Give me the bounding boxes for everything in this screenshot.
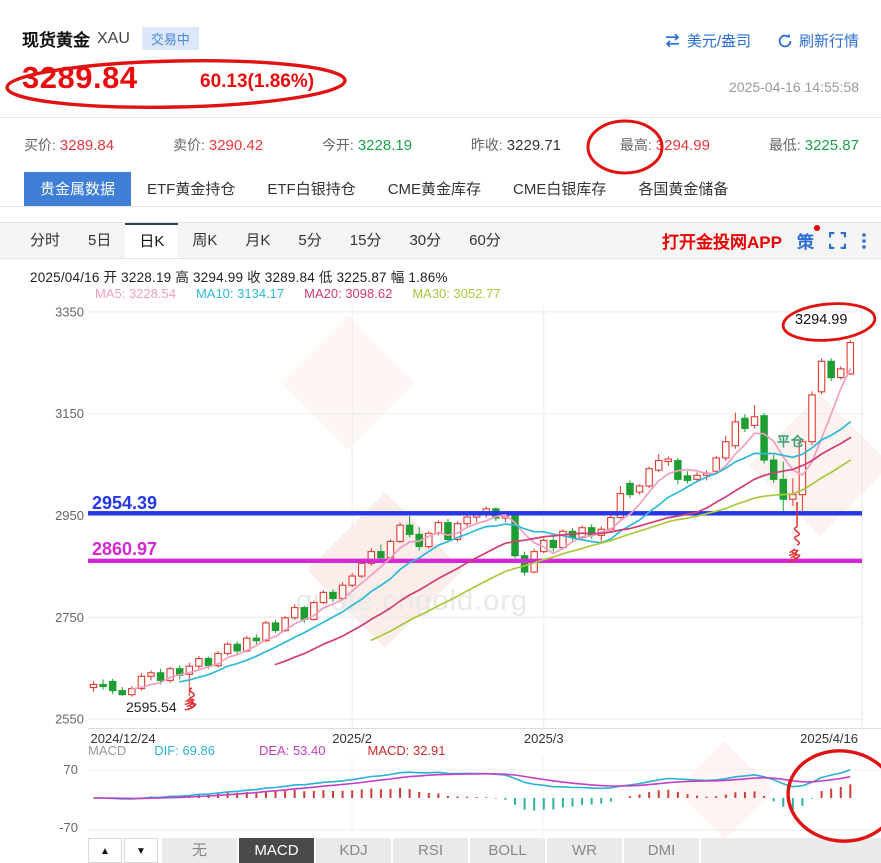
stat-prev-close: 昨收: 3229.71 — [470, 137, 562, 154]
data-nav-tabs: 贵金属数据 ETF黄金持仓 ETF白银持仓 CME黄金库存 CME白银库存 各国… — [0, 172, 881, 207]
stat-low: 最低: 3225.87 — [768, 137, 859, 154]
stat-bid: 买价: 3289.84 — [24, 137, 115, 154]
divider — [0, 117, 881, 118]
indicator-tab-none[interactable]: 无 — [162, 838, 237, 863]
svg-text:3350: 3350 — [55, 304, 84, 319]
stat-ask: 卖价: 3290.42 — [172, 137, 264, 154]
close-position-marker: 平仓 — [777, 434, 806, 449]
svg-text:2550: 2550 — [55, 712, 84, 727]
support-line-label: 2954.39 — [92, 493, 158, 513]
tab-cme-silver[interactable]: CME白银库存 — [513, 181, 607, 198]
pane-expand-button[interactable]: ▲ — [88, 838, 122, 863]
symbol-code: XAU — [97, 29, 130, 47]
dea-value: DEA: 53.40 — [258, 743, 326, 758]
indicator-tab-boll[interactable]: BOLL — [470, 838, 545, 863]
indicator-bar-filler — [701, 838, 881, 863]
pane-collapse-button[interactable]: ▼ — [124, 838, 158, 863]
tab-cme-gold[interactable]: CME黄金库存 — [387, 181, 482, 198]
indicator-tab-rsi[interactable]: RSI — [393, 838, 468, 863]
page-title: 现货黄金 — [22, 31, 90, 50]
indicator-bar: ▲ ▼ 无 MACD KDJ RSI BOLL WR DMI — [0, 838, 881, 863]
indicator-tab-wr[interactable]: WR — [547, 838, 622, 863]
swap-arrows-icon — [665, 33, 680, 48]
ma10-legend: MA10: 3134.17 — [195, 286, 285, 301]
more-menu-icon[interactable] — [861, 232, 867, 250]
indicator-tab-kdj[interactable]: KDJ — [316, 838, 391, 863]
watermark-text: quote.cngold.org — [296, 585, 529, 617]
max-price-label: 3294.99 — [795, 312, 848, 328]
tab-etf-silver[interactable]: ETF白银持仓 — [267, 181, 356, 198]
svg-text:2025/3: 2025/3 — [524, 731, 564, 746]
ma5-legend: MA5: 3228.54 — [95, 286, 176, 301]
macd-legend: MACD DIF: 69.86 DEA: 53.40 MACD: 32.91 — [88, 743, 474, 758]
period-tab-5day[interactable]: 5日 — [88, 232, 112, 249]
svg-text:3150: 3150 — [55, 406, 84, 421]
notification-dot — [814, 225, 820, 231]
indicator-tab-dmi[interactable]: DMI — [624, 838, 699, 863]
chart-period-toolbar: 分时 5日 日K 周K 月K 5分 15分 30分 60分 打开金投网APP 策 — [0, 222, 881, 259]
support-line2-label: 2860.97 — [92, 539, 158, 559]
ohlc-readout: 2025/04/16 开 3228.19 高 3294.99 收 3289.84… — [30, 270, 448, 285]
macd-value: MACD: 32.91 — [367, 743, 446, 758]
currency-unit-label: 美元/盎司 — [686, 33, 751, 50]
period-tab-timeline[interactable]: 分时 — [30, 232, 61, 249]
svg-text:2025/4/16: 2025/4/16 — [800, 731, 858, 746]
period-tab-15min[interactable]: 15分 — [349, 232, 382, 249]
indicator-tab-macd[interactable]: MACD — [239, 838, 314, 863]
quote-timestamp: 2025-04-16 14:55:58 — [729, 79, 859, 95]
tab-precious-metal-data[interactable]: 贵金属数据 — [24, 172, 132, 206]
strategy-badge[interactable]: 策 — [797, 225, 820, 253]
tab-national-reserves[interactable]: 各国黄金储备 — [638, 181, 729, 198]
refresh-label: 刷新行情 — [798, 33, 859, 50]
period-tab-daily[interactable]: 日K — [125, 223, 179, 258]
currency-unit-toggle[interactable]: 美元/盎司 — [664, 30, 751, 51]
fullscreen-icon[interactable] — [829, 232, 846, 249]
period-tab-30min[interactable]: 30分 — [409, 232, 442, 249]
period-tab-weekly[interactable]: 周K — [192, 232, 218, 249]
svg-text:2025/2: 2025/2 — [332, 731, 372, 746]
ma-legend: MA5: 3228.54 MA10: 3134.17 MA20: 3098.62… — [95, 286, 501, 301]
dif-value: DIF: 69.86 — [154, 743, 215, 758]
long-signal-marker: 多 — [788, 548, 802, 563]
stat-open: 今开: 3228.19 — [321, 137, 413, 154]
period-tab-monthly[interactable]: 月K — [245, 232, 271, 249]
open-app-link[interactable]: 打开金投网APP — [662, 233, 782, 252]
macd-axis-top: 70 — [63, 762, 78, 777]
ma30-legend: MA30: 3052.77 — [412, 286, 501, 301]
period-tab-60min[interactable]: 60分 — [469, 232, 501, 249]
ma20-legend: MA20: 3098.62 — [304, 286, 393, 301]
period-tab-5min[interactable]: 5分 — [298, 232, 322, 249]
svg-text:2950: 2950 — [55, 508, 84, 523]
long-signal-marker: 多 — [184, 697, 198, 712]
refresh-icon — [778, 33, 792, 47]
macd-axis-bottom: -70 — [59, 820, 78, 835]
refresh-quotes-button[interactable]: 刷新行情 — [777, 30, 859, 51]
macd-name: MACD — [88, 743, 127, 758]
min-price-label: 2595.54 — [126, 699, 177, 715]
svg-text:2024/12/24: 2024/12/24 — [91, 731, 156, 746]
svg-text:2750: 2750 — [55, 610, 84, 625]
tab-etf-gold[interactable]: ETF黄金持仓 — [147, 181, 236, 198]
trading-status-badge: 交易中 — [141, 27, 199, 50]
